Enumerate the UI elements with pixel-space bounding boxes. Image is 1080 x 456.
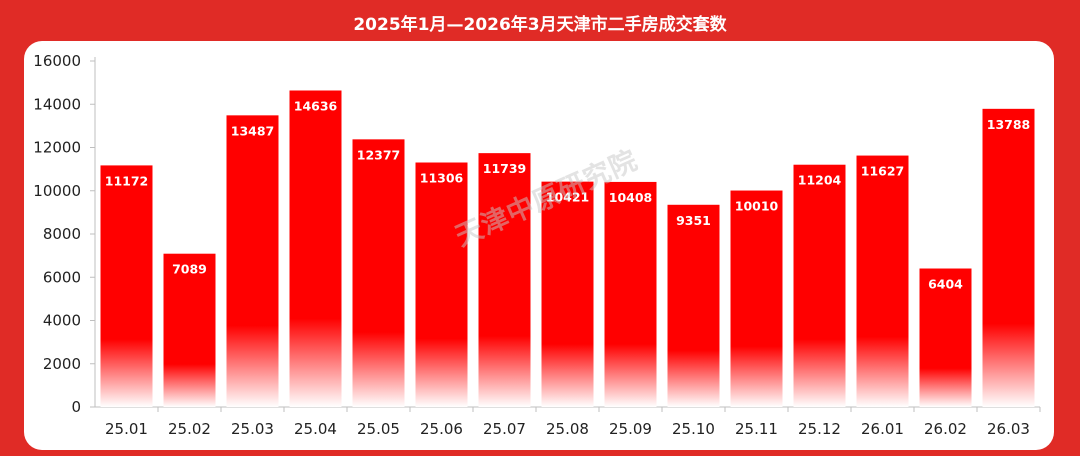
chart-title: 2025年1月—2026年3月天津市二手房成交套数	[353, 15, 727, 35]
bar-value-label: 13788	[987, 117, 1031, 132]
y-tick-label: 12000	[33, 139, 81, 157]
x-tick-label: 26.03	[987, 420, 1030, 438]
bar-value-label: 11306	[420, 171, 464, 186]
bar-value-label: 9351	[676, 213, 711, 228]
y-tick-label: 8000	[43, 225, 81, 243]
y-tick-label: 6000	[43, 268, 81, 286]
x-tick-label: 26.01	[861, 420, 904, 438]
bar	[478, 153, 531, 407]
y-tick-label: 0	[71, 398, 81, 416]
bar-value-label: 11739	[483, 161, 527, 176]
x-tick-label: 25.07	[483, 420, 526, 438]
bar	[163, 253, 216, 407]
x-tick-label: 26.02	[924, 420, 967, 438]
bar	[982, 108, 1035, 407]
bar-value-label: 12377	[357, 147, 401, 162]
bar	[856, 155, 909, 407]
bar-value-label: 11204	[798, 173, 842, 188]
x-tick-label: 25.03	[231, 420, 274, 438]
bar	[604, 181, 657, 407]
y-tick-label: 10000	[33, 182, 81, 200]
y-tick-label: 16000	[33, 52, 81, 70]
y-tick-label: 2000	[43, 355, 81, 373]
x-tick-label: 25.04	[294, 420, 337, 438]
x-tick-label: 25.08	[546, 420, 589, 438]
bar	[226, 115, 279, 407]
bar	[793, 164, 846, 407]
bar	[730, 190, 783, 407]
bar-value-label: 11172	[105, 173, 149, 188]
bar	[919, 268, 972, 407]
bar-value-label: 13487	[231, 123, 275, 138]
x-tick-label: 25.05	[357, 420, 400, 438]
x-tick-label: 25.10	[672, 420, 715, 438]
bar-value-label: 7089	[172, 262, 207, 277]
y-tick-label: 14000	[33, 95, 81, 113]
bar	[352, 139, 405, 407]
bar-value-label: 10408	[609, 190, 653, 205]
bar-value-label: 10010	[735, 199, 779, 214]
bar	[100, 165, 153, 407]
x-tick-label: 25.02	[168, 420, 211, 438]
bar-value-label: 6404	[928, 277, 963, 292]
y-tick-label: 4000	[43, 312, 81, 330]
x-tick-label: 25.09	[609, 420, 652, 438]
x-tick-label: 25.06	[420, 420, 463, 438]
bar	[541, 181, 594, 407]
bar	[289, 90, 342, 408]
bar-value-label: 11627	[861, 164, 905, 179]
bar	[415, 162, 468, 407]
bar-value-label: 10421	[546, 190, 590, 205]
x-tick-label: 25.12	[798, 420, 841, 438]
x-tick-label: 25.01	[105, 420, 148, 438]
bar	[667, 204, 720, 407]
x-tick-label: 25.11	[735, 420, 778, 438]
bar-value-label: 14636	[294, 98, 338, 113]
